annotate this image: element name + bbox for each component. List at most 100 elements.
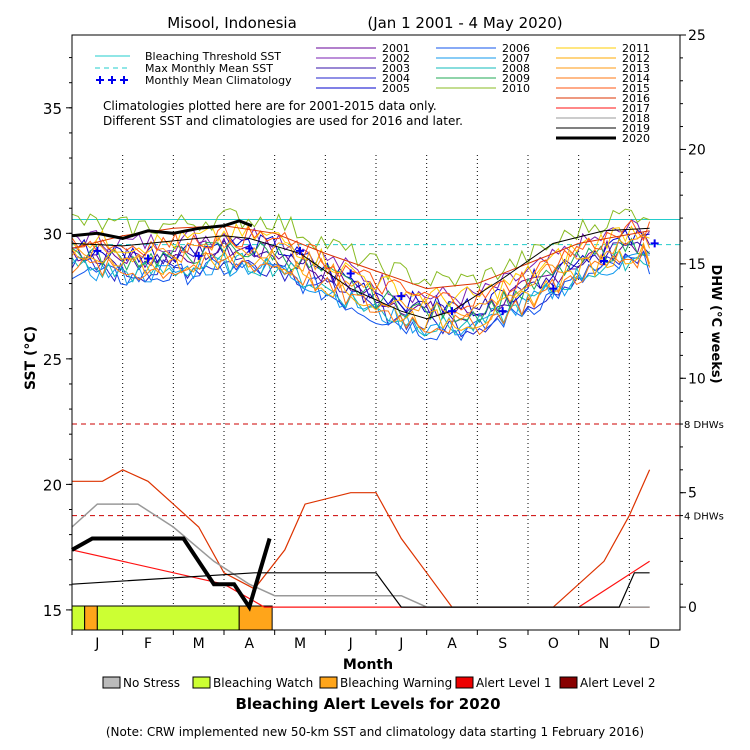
sst-line-2014 [71, 243, 651, 336]
legend-year-label: 2011 [622, 42, 650, 55]
climatology-mean-marker [448, 307, 456, 316]
sst-line-2019 [71, 227, 650, 320]
climatology-mean-marker [245, 244, 254, 253]
sst-tick-label: 30 [43, 225, 62, 243]
sst-line-2013 [71, 232, 651, 318]
legend-year-label: 2007 [502, 52, 530, 65]
month-label: M [193, 636, 205, 652]
month-label: O [548, 636, 559, 652]
dhw-tick-label: 5 [688, 486, 697, 502]
legend-year-label: 2015 [622, 82, 650, 95]
legend-year-label: 2004 [382, 72, 410, 85]
dhw-reference-label: 4 DHWs [684, 512, 724, 523]
dhw-tick-label: 0 [688, 600, 697, 616]
legend-year-label: 2001 [382, 42, 410, 55]
alert-legend-swatch [455, 676, 474, 689]
plot-area [71, 35, 680, 631]
alert-legend-label: Bleaching Watch [213, 676, 313, 690]
alert-bar-segment [71, 605, 86, 631]
alert-bar-segment [84, 605, 98, 631]
legend-year-label: 2003 [382, 62, 410, 75]
climatology-mean-marker [498, 307, 507, 316]
axes-layer: 15 20 25 30 35 0 5 10 15 20 25 J F M A M J J A S O N D [43, 28, 706, 652]
month-label: J [348, 636, 353, 652]
legend-marker-climatology [120, 76, 128, 84]
x-axis-label: Month [343, 657, 393, 673]
footnote: (Note: CRW implemented new 50-km SST and… [106, 725, 644, 739]
climatology-mean-marker [650, 239, 659, 248]
alert-legend-label: Alert Level 2 [580, 676, 656, 690]
climatology-note-1: Climatologies plotted here are for 2001-… [103, 99, 437, 113]
alert-bar-segment [96, 605, 240, 631]
plot-background [72, 35, 680, 630]
sst-line-2020 [71, 219, 253, 240]
legend-year-label: 2005 [382, 82, 410, 95]
month-label: N [599, 636, 609, 652]
legend-marker-climatology [96, 76, 104, 84]
alert-legend-label: Bleaching Warning [340, 676, 452, 690]
chart-date-range: (Jan 1 2001 - 4 May 2020) [367, 14, 562, 32]
legend-year-label: 2006 [502, 42, 530, 55]
dhw-line-2019 [71, 572, 650, 608]
legend-year-label: 2017 [622, 102, 650, 115]
month-label: J [398, 636, 403, 652]
dhw-tick-label: 25 [688, 28, 706, 44]
month-label: A [447, 636, 457, 652]
alert-legend-swatch [559, 676, 578, 689]
dhw-line-2018 [71, 503, 650, 608]
climatology-mean-marker [194, 251, 203, 260]
legend-year-label: 2002 [382, 52, 410, 65]
sst-tick-label: 20 [43, 476, 62, 494]
alert-legend-swatch [102, 676, 121, 689]
climatology-mean-marker [144, 254, 152, 263]
legend-year-label: 2012 [622, 52, 650, 65]
chart-title: Misool, Indonesia [167, 14, 297, 32]
climatology-note-2: Different SST and climatologies are used… [103, 114, 463, 128]
climatology-mean-marker [397, 292, 406, 301]
dhw-tick-label: 20 [688, 142, 706, 158]
month-label: M [294, 636, 306, 652]
month-label: D [649, 636, 660, 652]
legend-label: Monthly Mean Climatology [145, 74, 292, 87]
month-label: F [144, 636, 152, 652]
sst-lines-layer [71, 208, 659, 342]
climatology-mean-marker [296, 246, 304, 255]
dhw-lines-layer [71, 469, 651, 612]
month-label: S [498, 636, 507, 652]
legend-year-label: 2014 [622, 72, 650, 85]
legend-year-label: 2010 [502, 82, 530, 95]
sst-tick-label: 25 [43, 351, 62, 369]
dhw-reference-label: 8 DHWs [684, 420, 724, 431]
climatology-mean-marker [549, 284, 558, 293]
dhw-line-2016-late [552, 469, 651, 608]
climatology-mean-marker [93, 246, 102, 255]
y2-axis-label: DHW (°C weeks) [708, 264, 723, 383]
climatology-mean-marker [346, 269, 355, 278]
y-axis-label: SST (°C) [23, 326, 39, 390]
legend-year-label: 2018 [622, 112, 650, 125]
legend-marker-climatology [108, 76, 116, 84]
legend-year-label: 2013 [622, 62, 650, 75]
alert-levels-title: Bleaching Alert Levels for 2020 [235, 695, 500, 713]
alert-legend-label: No Stress [123, 676, 180, 690]
dhw-line-2020 [71, 536, 272, 612]
sst-line-2011 [71, 222, 650, 308]
dhw-tick-label: 10 [688, 371, 706, 387]
alert-bar-segment [238, 605, 273, 631]
grid-layer: 8 DHWs 4 DHWs [72, 155, 724, 606]
sst-line-2016 [71, 225, 650, 290]
legend-year-label: 2009 [502, 72, 530, 85]
legend-year-label: 2016 [622, 92, 650, 105]
legend-label: Max Monthly Mean SST [145, 62, 273, 75]
dhw-tick-label: 15 [688, 257, 706, 273]
sst-line-2007 [71, 252, 650, 337]
sst-tick-label: 15 [43, 602, 62, 620]
climatology-mean-marker [600, 256, 608, 265]
legend-year-label: 2008 [502, 62, 530, 75]
alert-legend-label: Alert Level 1 [476, 676, 552, 690]
month-label: A [245, 636, 255, 652]
alert-legend-swatch [192, 676, 211, 689]
month-label: J [94, 636, 99, 652]
